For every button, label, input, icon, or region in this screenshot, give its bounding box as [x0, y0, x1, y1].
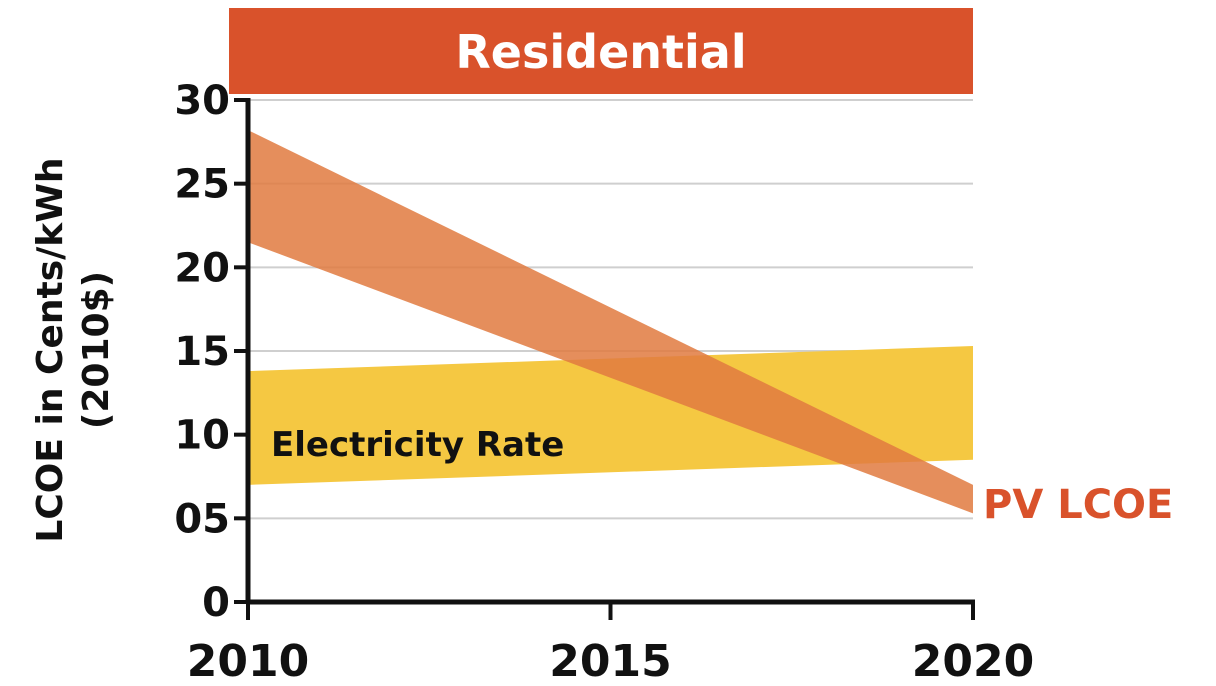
- electricity-rate-band: [248, 345, 973, 485]
- bands: [248, 130, 973, 514]
- y-tick-label: 30: [174, 78, 230, 124]
- y-axis-sublabel: (2010$): [76, 271, 117, 429]
- x-ticks: 2010 2015 2020: [187, 602, 1034, 686]
- y-tick-label: 20: [174, 245, 230, 291]
- y-axis-label: LCOE in Cents/kWh: [30, 157, 71, 542]
- x-tick-label: 2010: [187, 636, 309, 686]
- y-ticks: 0 05 10 15 20 25 30: [174, 78, 248, 626]
- chart-title: Residential: [455, 25, 746, 79]
- electricity-rate-label: Electricity Rate: [271, 425, 564, 465]
- y-tick-label: 15: [174, 329, 230, 375]
- title-bar: [229, 8, 973, 94]
- x-tick-label: 2020: [912, 636, 1034, 686]
- y-tick-label: 25: [174, 162, 230, 208]
- pv-lcoe-band: [248, 130, 973, 514]
- y-tick-label: 05: [174, 496, 230, 542]
- x-tick-label: 2015: [549, 636, 671, 686]
- pv-lcoe-label: PV LCOE: [983, 482, 1173, 528]
- y-axis-label-group: LCOE in Cents/kWh (2010$): [30, 157, 117, 542]
- y-tick-label: 0: [202, 580, 230, 626]
- y-tick-label: 10: [174, 413, 230, 459]
